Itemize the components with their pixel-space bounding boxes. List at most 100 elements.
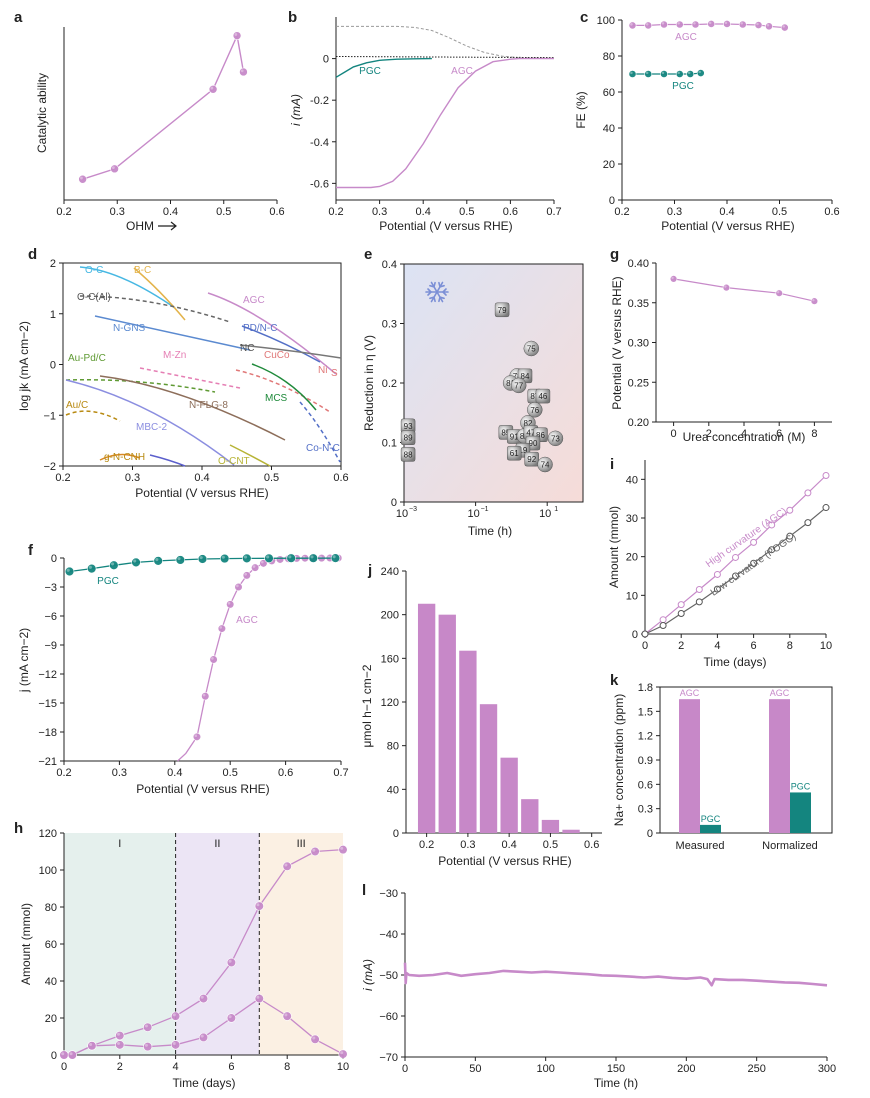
data-point (644, 70, 653, 78)
y-axis-label: Potential (V versus RHE) (610, 276, 624, 409)
point-highlight (724, 21, 728, 25)
y-tick-label: 0.25 (628, 377, 649, 389)
y-axis-label: Catalytic ability (35, 73, 49, 153)
data-point (510, 377, 527, 394)
literature-curve (229, 444, 271, 467)
x-tick-label: 0 (402, 1063, 408, 1075)
data-point (535, 388, 551, 404)
point-highlight (202, 693, 206, 697)
x-tick-label: 0.2 (56, 206, 71, 218)
data-point (732, 572, 739, 580)
region-III (259, 833, 343, 1055)
point-label: 85 (501, 428, 510, 437)
x-tick-label: 8 (787, 640, 793, 652)
x-axis-label: Time (days) (173, 1076, 236, 1090)
data-point (768, 546, 776, 554)
series-line (82, 33, 245, 180)
x-tick-label: 0.4 (416, 206, 431, 218)
curve-label: NC (240, 343, 254, 354)
bar-label-pgc: PGC (791, 781, 811, 791)
point-label: 74 (541, 461, 550, 470)
y-tick-label: −12 (38, 669, 57, 681)
y-tick-label: 100 (39, 865, 57, 877)
x-tick-label: 0.5 (264, 472, 279, 484)
literature-curve (79, 266, 176, 309)
point-label: 88 (404, 450, 413, 459)
y-tick-label: 1.5 (638, 706, 653, 718)
x-tick-label: 4 (741, 428, 747, 440)
y-tick-label: 0 (51, 553, 57, 565)
data-point (198, 1032, 209, 1043)
x-tick-label: 0 (642, 640, 648, 652)
y-tick-label: 0.1 (382, 438, 397, 450)
data-point (628, 70, 637, 78)
literature-curve (65, 410, 121, 422)
legend-label-pgc: PGC (672, 81, 694, 92)
x-tick-label: 0.7 (546, 206, 561, 218)
point-highlight (144, 1043, 148, 1047)
point-highlight (155, 558, 159, 562)
data-point (732, 553, 739, 561)
point-highlight (266, 555, 270, 559)
curve-label: O-C (85, 265, 103, 276)
y-tick-label: 10 (626, 590, 638, 602)
literature-curve (149, 454, 186, 467)
x-tick-label: 0.6 (278, 767, 293, 779)
bar-label-agc: AGC (770, 688, 790, 698)
x-tick-label: 10 (337, 1061, 349, 1073)
bar (500, 757, 518, 833)
x-tick-label: 0.5 (772, 206, 787, 218)
data-point (64, 566, 75, 577)
literature-curve (133, 267, 186, 321)
point-highlight (340, 846, 344, 850)
point-highlight (172, 1042, 176, 1046)
point-highlight (244, 572, 248, 576)
point-highlight (284, 863, 288, 867)
x-tick-label: 0.4 (194, 472, 209, 484)
y-tick-label: −40 (379, 929, 398, 941)
y-tick-label: 0 (393, 828, 399, 840)
panel-letter-i: i (610, 456, 614, 473)
series-line (673, 278, 815, 302)
point-label: 82 (524, 419, 533, 428)
panel-letter-j: j (367, 562, 372, 579)
y-tick-label: 0.40 (628, 258, 649, 270)
panel-letter-c: c (580, 9, 588, 26)
y-tick-label: 80 (387, 741, 399, 753)
snowflake-tip (429, 281, 445, 303)
data-point (115, 1040, 125, 1050)
y-axis-label: log jk (mA cm−2) (17, 321, 31, 411)
legend-label-agc: AGC (236, 615, 258, 626)
x-tick-label: 0 (61, 1061, 67, 1073)
x-tick-label: 4 (714, 640, 720, 652)
y-tick-label: −70 (379, 1052, 398, 1064)
x-tick-label: 2 (117, 1061, 123, 1073)
y-tick-label: -0.6 (310, 178, 329, 190)
data-point (780, 23, 789, 32)
point-highlight (69, 1052, 73, 1056)
series-line-pgc (335, 57, 432, 78)
data-point (822, 471, 830, 479)
point-highlight (240, 69, 244, 73)
y-tick-label: −50 (379, 970, 398, 982)
y-tick-label: 20 (45, 1013, 57, 1025)
x-tick-label: 8 (811, 428, 817, 440)
y-axis-label: j (mA cm−2) (17, 628, 31, 693)
data-point (254, 901, 264, 911)
y-tick-label: 60 (603, 87, 615, 99)
x-tick-exponent: −3 (409, 506, 417, 513)
panel-letter-h: h (14, 820, 23, 837)
data-point (251, 563, 260, 572)
point-highlight (671, 276, 674, 280)
data-point (310, 1034, 320, 1044)
literature-curve (235, 369, 331, 413)
snowflake-arm (430, 281, 444, 303)
data-point (686, 70, 695, 78)
data-point (707, 20, 716, 28)
data-point (713, 585, 721, 593)
curve-label: B-C (134, 265, 151, 276)
curve-label: Au/C (66, 400, 88, 411)
series-line-agc (336, 57, 554, 189)
data-point (242, 553, 252, 564)
data-point (175, 555, 186, 565)
